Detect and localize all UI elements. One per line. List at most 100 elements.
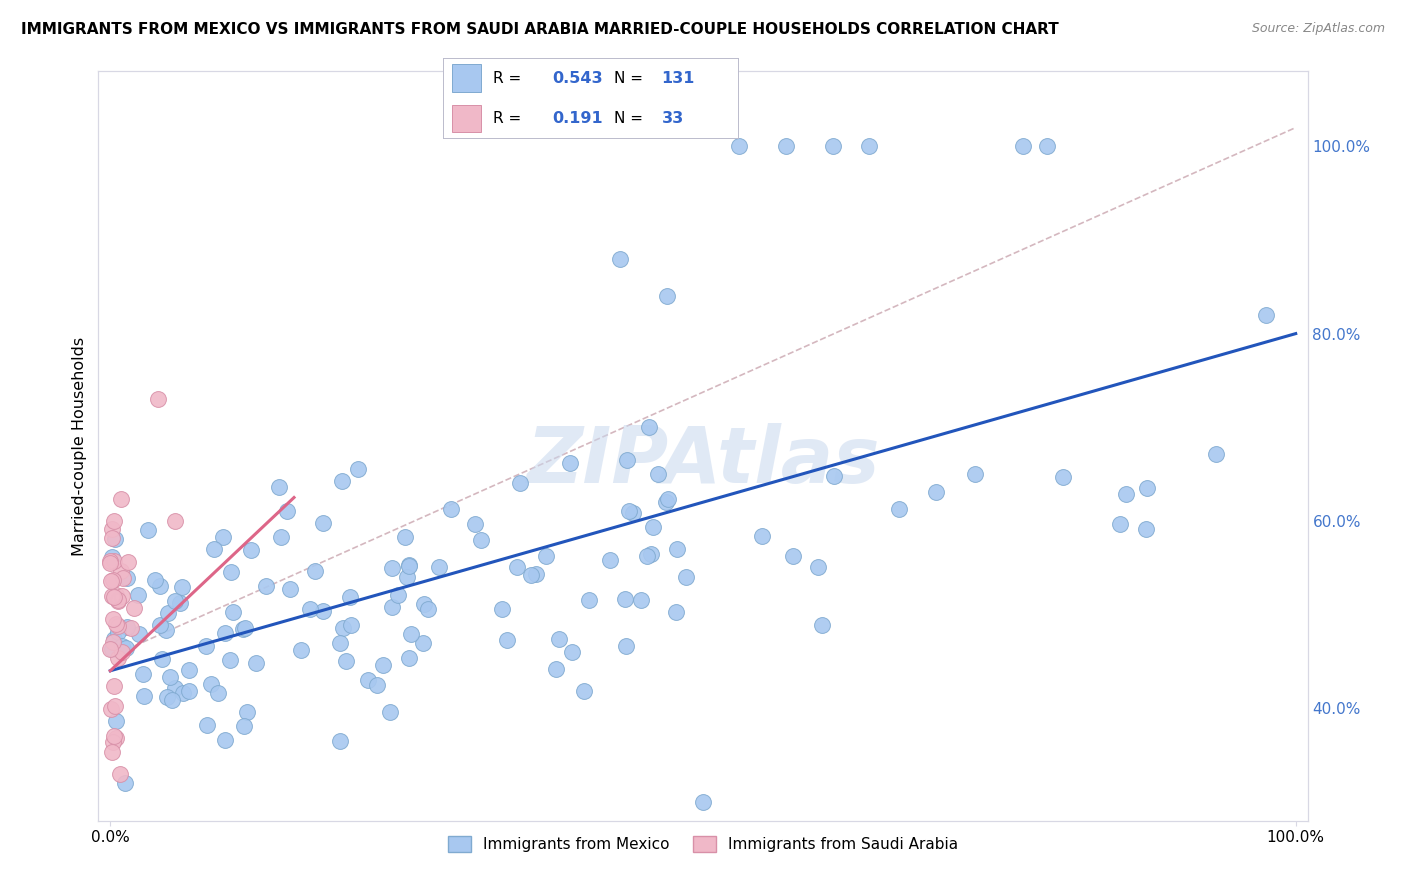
Point — [103, 573, 125, 587]
Point — [657, 289, 679, 303]
Point — [751, 529, 773, 543]
Point — [169, 596, 191, 610]
Text: IMMIGRANTS FROM MEXICO VS IMMIGRANTS FROM SAUDI ARABIA MARRIED-COUPLE HOUSEHOLDS: IMMIGRANTS FROM MEXICO VS IMMIGRANTS FRO… — [21, 22, 1059, 37]
Point — [335, 654, 357, 668]
Point — [373, 658, 395, 673]
Point — [100, 702, 122, 716]
Point — [194, 639, 217, 653]
Point — [177, 684, 200, 698]
Point — [290, 643, 312, 657]
Point — [103, 554, 125, 568]
Point — [122, 601, 145, 615]
Point — [366, 678, 388, 692]
Point — [233, 719, 256, 733]
Point — [346, 462, 368, 476]
Point — [195, 718, 218, 732]
Point — [107, 619, 129, 633]
Point — [578, 592, 600, 607]
Point — [107, 625, 129, 640]
Point — [112, 571, 135, 585]
Point — [727, 139, 749, 153]
Point — [807, 560, 830, 574]
Point — [150, 651, 173, 665]
Point — [111, 645, 134, 659]
Point — [329, 636, 352, 650]
Point — [312, 516, 335, 530]
Point — [398, 651, 420, 665]
Y-axis label: Married-couple Households: Married-couple Households — [72, 336, 87, 556]
Point — [177, 663, 200, 677]
Point — [965, 467, 987, 481]
Point — [440, 501, 463, 516]
Point — [614, 592, 637, 607]
Point — [418, 602, 440, 616]
Point — [561, 645, 583, 659]
Point — [165, 681, 187, 695]
Point — [548, 632, 571, 646]
Point — [491, 601, 513, 615]
Text: N =: N = — [614, 111, 648, 126]
Point — [1135, 522, 1157, 536]
Point — [887, 502, 910, 516]
Point — [332, 621, 354, 635]
Point — [107, 593, 129, 607]
Point — [108, 767, 131, 781]
Point — [132, 689, 155, 703]
Point — [100, 550, 122, 565]
Point — [665, 605, 688, 619]
Point — [165, 593, 187, 607]
Point — [614, 639, 637, 653]
Point — [128, 627, 150, 641]
Point — [120, 621, 142, 635]
Point — [412, 598, 434, 612]
Point — [823, 139, 845, 153]
Point — [655, 495, 678, 509]
Point — [312, 604, 335, 618]
Point — [101, 612, 124, 626]
Point — [117, 620, 139, 634]
Point — [214, 733, 236, 747]
Point — [546, 662, 568, 676]
Text: 0.543: 0.543 — [553, 70, 603, 86]
Point — [200, 677, 222, 691]
Point — [621, 506, 644, 520]
Text: ZIPAtlas: ZIPAtlas — [526, 423, 880, 499]
Point — [1115, 487, 1137, 501]
Point — [219, 653, 242, 667]
Text: 131: 131 — [661, 70, 695, 86]
Point — [101, 590, 124, 604]
Point — [115, 640, 138, 655]
Point — [172, 686, 194, 700]
Point — [811, 617, 834, 632]
Point — [232, 622, 254, 636]
Point — [132, 667, 155, 681]
Text: Source: ZipAtlas.com: Source: ZipAtlas.com — [1251, 22, 1385, 36]
Point — [398, 558, 420, 572]
Point — [245, 657, 267, 671]
Point — [207, 686, 229, 700]
Point — [103, 515, 125, 529]
Point — [101, 735, 124, 749]
Point — [222, 605, 245, 619]
Legend: Immigrants from Mexico, Immigrants from Saudi Arabia: Immigrants from Mexico, Immigrants from … — [441, 830, 965, 858]
Point — [149, 579, 172, 593]
Point — [111, 639, 134, 653]
Point — [638, 419, 661, 434]
Point — [156, 606, 179, 620]
Point — [339, 590, 361, 604]
Point — [506, 559, 529, 574]
Point — [470, 533, 492, 547]
Point — [381, 561, 404, 575]
Point — [104, 532, 127, 546]
Point — [105, 617, 128, 632]
Point — [101, 531, 124, 545]
Point — [145, 573, 167, 587]
Point — [101, 522, 124, 536]
Point — [782, 549, 804, 563]
Point — [1036, 139, 1059, 153]
Point — [692, 795, 714, 809]
Point — [304, 564, 326, 578]
Point — [104, 714, 127, 729]
Point — [160, 693, 183, 707]
Text: 33: 33 — [661, 111, 683, 126]
